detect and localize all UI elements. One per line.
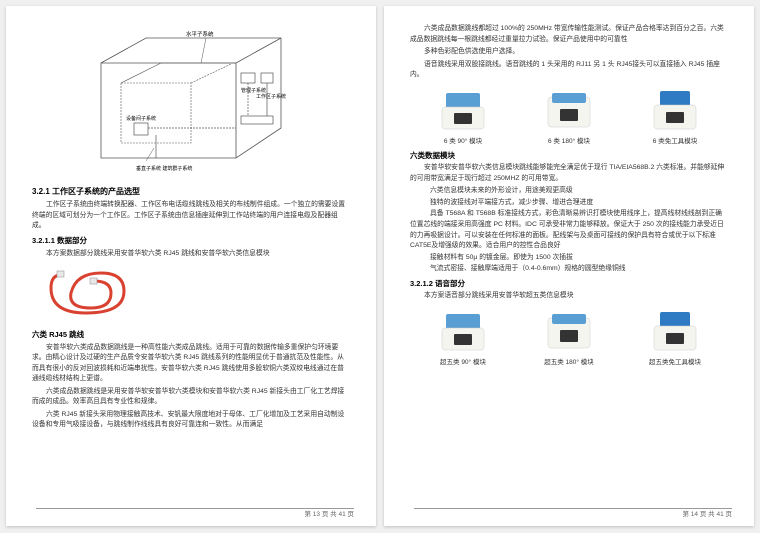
para-cable-2: 六类成品数据跳线是采用安普华软安普华软六类模块和安普华软六类 RJ45 新接头由… <box>32 387 350 408</box>
bullet-2: 独特的波接线对平端接方式，减少步骤、增进合理进度 <box>410 198 728 209</box>
module-row-cat6: 6 类 90° 模块 6 类 180° 模块 6 类免工具模块 <box>410 87 728 147</box>
para-r5: 本方案语音部分跳线采用安普华软超五类信息模块 <box>410 291 728 302</box>
bullet-5: 气流式密接、接触摩端适用于（0.4-0.6mm）规格的圆型绝缘铜线 <box>410 264 728 275</box>
cable-title: 六类 RJ45 跳线 <box>32 329 350 341</box>
module-row-cat5e: 超五类 90° 模块 超五类 180° 模块 超五类免工具模块 <box>410 308 728 368</box>
bullet-1: 六类信息模块未来的外形设计，用途美观更高级 <box>410 186 728 197</box>
heading-3-2-1-1: 3.2.1.1 数据部分 <box>32 235 350 247</box>
module-label: 超五类 180° 模块 <box>538 358 600 368</box>
module-cat5e-toolless: 超五类免工具模块 <box>644 308 706 368</box>
heading-3-2-1: 3.2.1 工作区子系统的产品选型 <box>32 186 350 198</box>
para-r4: 安普华软安普华软六类信息模块跳线能够能完全满足优于现行 TIA/EIA568B.… <box>410 163 728 184</box>
para-r1: 六类成品数据跳线都超过 100%的 250MHz 带宽传输性能测试。保证产品合格… <box>410 24 728 45</box>
module-label: 6 类免工具模块 <box>644 137 706 147</box>
page-right: 六类成品数据跳线都超过 100%的 250MHz 带宽传输性能测试。保证产品合格… <box>384 6 754 526</box>
module-cat6-toolless: 6 类免工具模块 <box>644 87 706 147</box>
diagram-label-l1: 设备间子系统 <box>126 115 156 122</box>
bullet-4: 接触材料有 50μ 的镀金层。即使为 1500 次插拔 <box>410 253 728 264</box>
para-cable-3: 六类 RJ45 新接头采用物理接触高技术、安钒最大限度地对于母体、工厂化增加及工… <box>32 410 350 431</box>
system-diagram: 水平子系统 管理子系统 工作区子系统 设备间子系统 垂直子系统 建筑群子系统 <box>86 28 296 178</box>
bullet-3: 具备 T568A 和 T568B 标准接线方式，彩色清晰易辨识打模块使用线序上，… <box>410 209 728 251</box>
heading-3-2-1-2: 3.2.1.2 语音部分 <box>410 278 728 290</box>
module-label: 超五类免工具模块 <box>644 358 706 368</box>
module-cat5e-180: 超五类 180° 模块 <box>538 308 600 368</box>
cable-image <box>46 263 131 325</box>
para-r3: 语音跳线采用双股接跳线。语音跳线的 1 头采用的 RJ11 另 1 头 RJ45… <box>410 60 728 81</box>
heading-cat6-module: 六类数据模块 <box>410 150 728 162</box>
module-label: 6 类 180° 模块 <box>538 137 600 147</box>
module-label: 6 类 90° 模块 <box>432 137 494 147</box>
page-left: 水平子系统 管理子系统 工作区子系统 设备间子系统 垂直子系统 建筑群子系统 3… <box>6 6 376 526</box>
module-label: 超五类 90° 模块 <box>432 358 494 368</box>
para-intro: 工作区子系统由终端转换配器、工作区布电话缆线跳线及相关的布线制件组成。一个独立的… <box>32 200 350 232</box>
module-cat5e-90: 超五类 90° 模块 <box>432 308 494 368</box>
diagram-label-r1: 管理子系统 <box>241 87 266 94</box>
diagram-label-top: 水平子系统 <box>186 30 214 38</box>
para-r2: 多种色彩配色供选使用户选择。 <box>410 47 728 58</box>
para-cable-1: 安普华软六类成品数据跳线是一种高性能六类成品跳线。适用于可靠的数据传输多重保护匀… <box>32 343 350 385</box>
para-scheme: 本方案数据部分跳线采用安普华软六类 RJ45 跳线和安普华软六类信息模块 <box>32 249 350 260</box>
module-cat6-180: 6 类 180° 模块 <box>538 87 600 147</box>
module-cat6-90: 6 类 90° 模块 <box>432 87 494 147</box>
diagram-label-b1: 垂直子系统 建筑群子系统 <box>136 165 192 172</box>
diagram-label-r2: 工作区子系统 <box>256 93 286 100</box>
page-footer-right: 第 14 页 共 41 页 <box>414 508 732 520</box>
page-footer-left: 第 13 页 共 41 页 <box>36 508 354 520</box>
